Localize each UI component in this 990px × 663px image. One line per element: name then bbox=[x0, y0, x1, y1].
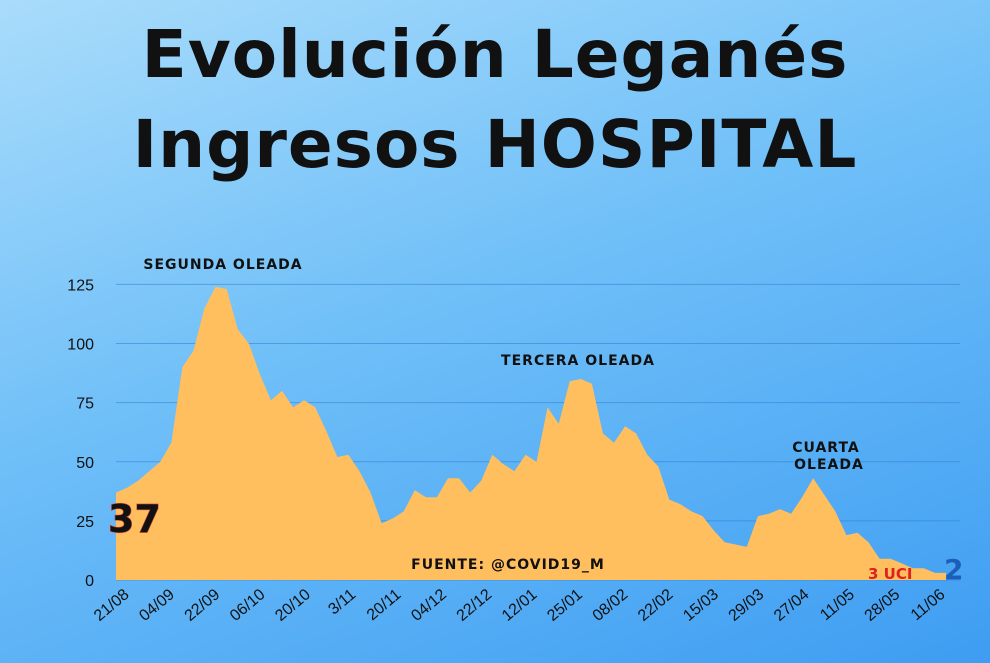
source-label: FUENTE: @COVID19_M bbox=[411, 557, 605, 573]
x-tick-label: 3/11 bbox=[325, 586, 359, 618]
x-tick-label: 12/01 bbox=[499, 586, 541, 625]
x-axis: 21/08 04/09 22/09 06/10 20/10 3/11 20/11 04/12 2… bbox=[91, 586, 949, 625]
x-tick-label: 20/10 bbox=[272, 586, 314, 625]
y-tick-label: 75 bbox=[76, 396, 94, 413]
x-tick-label: 08/02 bbox=[590, 586, 632, 625]
annotation-segunda-oleada: SEGUNDA OLEADA bbox=[143, 257, 302, 273]
y-axis: 0 25 50 75 100 125 bbox=[67, 277, 94, 590]
y-tick-label: 100 bbox=[67, 337, 94, 354]
x-tick-label: 25/01 bbox=[544, 586, 586, 625]
chart-title-line1: Evolución Leganés bbox=[141, 16, 849, 93]
end-value-label: 2 bbox=[944, 553, 963, 586]
x-tick-label: 04/09 bbox=[136, 586, 178, 625]
hospital-admissions-area bbox=[116, 286, 946, 580]
x-tick-label: 22/09 bbox=[182, 586, 224, 625]
x-tick-label: 06/10 bbox=[227, 586, 269, 625]
y-tick-label: 25 bbox=[76, 514, 94, 531]
x-tick-label: 20/11 bbox=[364, 586, 405, 624]
start-value-label: 37 bbox=[108, 497, 161, 541]
x-tick-label: 11/05 bbox=[817, 586, 858, 624]
x-tick-label: 21/08 bbox=[91, 586, 133, 625]
x-tick-label: 28/05 bbox=[862, 586, 904, 625]
chart-title-line2: Ingresos HOSPITAL bbox=[132, 106, 858, 183]
x-tick-label: 29/03 bbox=[726, 586, 768, 625]
annotation-tercera-oleada: TERCERA OLEADA bbox=[501, 353, 655, 369]
y-tick-label: 50 bbox=[76, 455, 94, 472]
x-tick-label: 22/12 bbox=[454, 586, 496, 625]
annotation-cuarta-oleada-line1: CUARTA bbox=[792, 440, 860, 456]
x-tick-label: 27/04 bbox=[771, 586, 813, 625]
x-tick-label: 11/06 bbox=[908, 586, 949, 624]
y-tick-label: 0 bbox=[85, 573, 94, 590]
annotation-cuarta-oleada-line2: OLEADA bbox=[794, 457, 864, 473]
x-tick-label: 04/12 bbox=[408, 586, 450, 625]
x-tick-label: 15/03 bbox=[680, 586, 722, 625]
uci-label: 3 UCI bbox=[868, 565, 912, 583]
x-tick-label: 22/02 bbox=[635, 586, 677, 625]
y-tick-label: 125 bbox=[67, 277, 94, 294]
